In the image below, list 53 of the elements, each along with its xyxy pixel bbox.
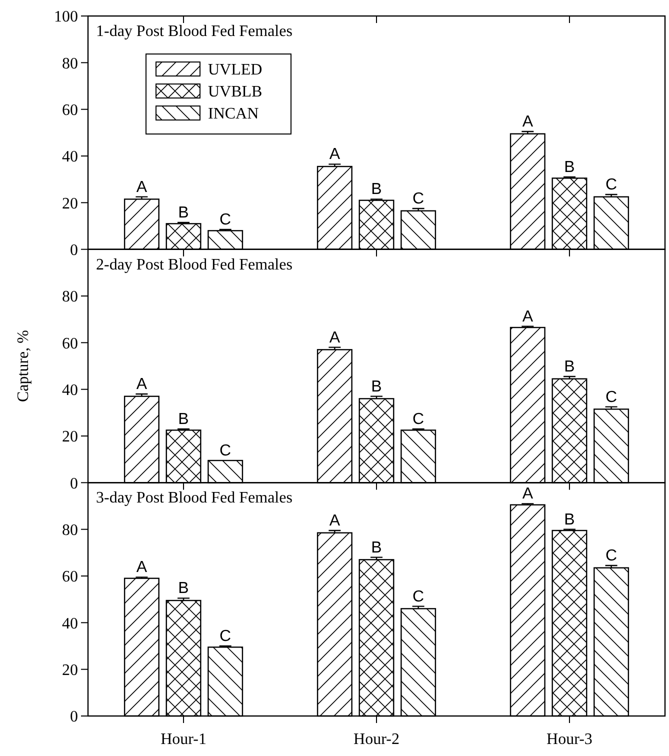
data-label: B [178,411,189,428]
data-label: B [564,358,575,376]
data-label: C [412,190,424,208]
data-label: B [371,378,382,396]
data-label: C [220,628,232,645]
x-tick-label: Hour-2 [354,731,400,748]
y-tick-label: 40 [62,382,78,399]
x-tick-label: Hour-1 [160,731,206,748]
data-label: A [329,329,340,346]
y-tick-label: 80 [62,522,78,539]
legend-label: UVBLB [208,84,262,101]
y-tick-label: 0 [70,242,78,259]
chart-title: 1-day Post Blood Fed Females [96,23,292,40]
data-label: A [329,512,340,530]
y-tick-label: 0 [70,708,78,726]
y-tick-label: 0 [70,475,78,492]
data-label: C [220,212,232,228]
data-label: B [564,159,575,176]
y-axis-title: Capture, % [15,330,32,402]
y-tick-label: 60 [62,568,78,586]
data-label: B [178,580,189,598]
data-label: A [136,376,148,393]
y-tick-label: 20 [62,662,78,679]
data-label: B [564,511,575,528]
y-tick-label: 40 [62,615,78,632]
data-label: A [136,178,148,196]
chart-title: 2-day Post Blood Fed Females [96,256,292,274]
legend-label: INCAN [208,106,260,123]
data-label: C [606,388,618,406]
data-label: B [371,539,382,556]
data-label: C [606,548,618,564]
y-tick-label: 20 [62,428,78,446]
chart-title: 3-day Post Blood Fed Females [96,490,292,507]
data-label: C [412,411,424,428]
y-tick-label: 80 [62,288,78,306]
y-tick-label: 40 [62,148,78,166]
data-label: A [522,486,534,503]
data-label: C [412,588,424,606]
data-label: C [220,442,232,460]
x-tick-label: Hour-3 [546,731,592,748]
data-label: C [606,176,618,194]
data-label: B [371,181,382,198]
y-tick-label: 100 [54,8,78,26]
data-label: A [329,146,340,164]
y-tick-label: 20 [62,195,78,212]
data-label: A [136,559,148,576]
y-tick-label: 60 [62,102,78,119]
data-label: B [178,204,189,222]
data-label: A [522,308,534,326]
legend-label: UVLED [208,62,262,79]
data-label: A [522,114,534,130]
y-tick-label: 60 [62,335,78,352]
y-tick-label: 80 [62,55,78,72]
